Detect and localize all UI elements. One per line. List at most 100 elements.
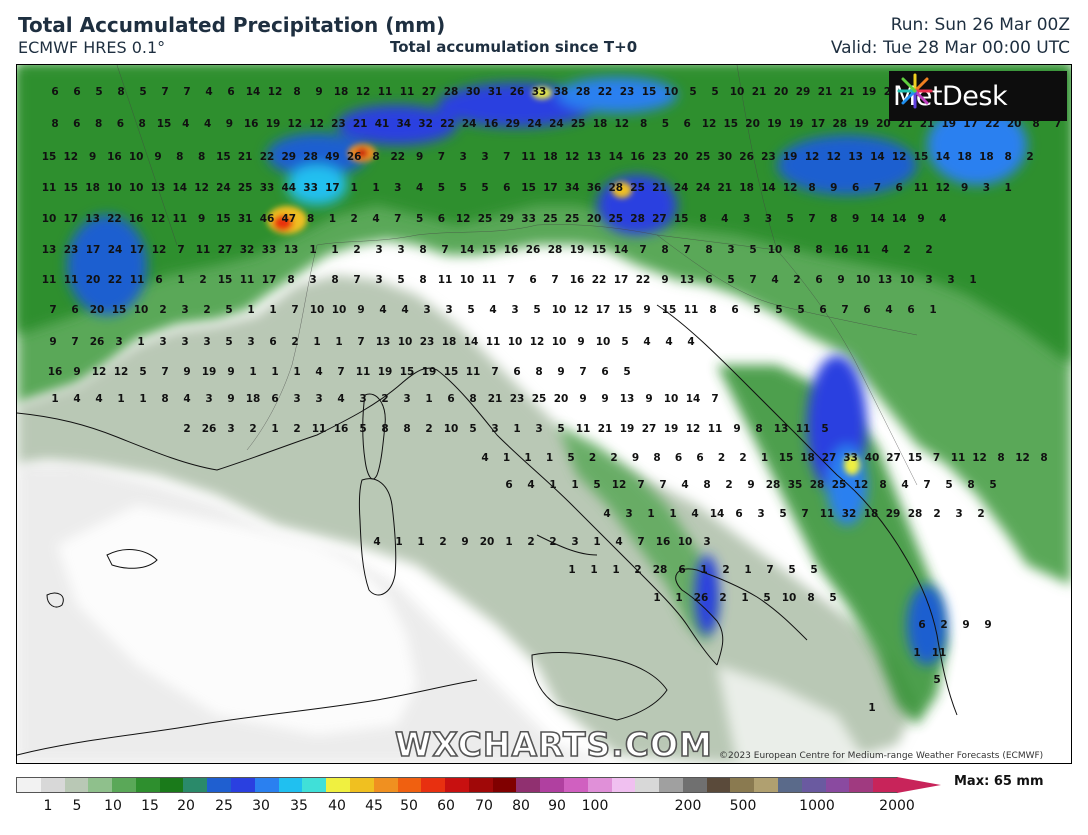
precip-value-label: 3 [983, 182, 990, 194]
precip-value-label: 11 [796, 423, 811, 435]
precip-value-label: 5 [779, 508, 786, 520]
color-swatch [778, 778, 802, 792]
precip-value-label: 15 [218, 274, 233, 286]
precip-value-label: 10 [332, 304, 347, 316]
precip-value-label: 11 [356, 366, 371, 378]
precip-value-label: 1 [247, 304, 254, 316]
precip-value-label: 18 [739, 182, 754, 194]
precip-value-label: 11 [820, 508, 835, 520]
precip-value-label: 2 [353, 244, 360, 256]
precip-value-label: 28 [908, 508, 923, 520]
precip-value-label: 1 [139, 393, 146, 405]
precip-value-label: 15 [908, 452, 923, 464]
color-swatch [135, 778, 160, 792]
precip-value-label: 14 [710, 508, 725, 520]
precip-value-label: 25 [696, 151, 711, 163]
precip-value-label: 6 [731, 304, 738, 316]
precip-value-label: 3 [375, 274, 382, 286]
precip-value-label: 2 [549, 536, 556, 548]
precip-value-label: 13 [587, 151, 602, 163]
precip-value-label: 9 [227, 366, 234, 378]
precip-value-label: 3 [765, 213, 772, 225]
precip-value-label: 35 [788, 479, 803, 491]
precip-value-label: 1 [653, 592, 660, 604]
precipitation-map[interactable]: 6 6 5 8 5 7 7 4 6 14 12 8 9 18 12 11 11 27 28 30 31 26 33 38 28 2… [16, 64, 1072, 764]
precip-value-label: 12 [194, 182, 209, 194]
precip-value-label: 3 [315, 393, 322, 405]
precip-value-label: 9 [747, 479, 754, 491]
precip-value-label: 12 [114, 366, 129, 378]
precip-value-label: 9 [557, 366, 564, 378]
precip-value-label: 3 [375, 244, 382, 256]
precip-value-label: 3 [403, 393, 410, 405]
precip-value-label: 9 [183, 366, 190, 378]
precip-value-label: 11 [856, 244, 871, 256]
precip-value-label: 11 [312, 423, 327, 435]
precip-value-label: 14 [761, 182, 776, 194]
precip-value-label: 9 [852, 213, 859, 225]
precip-value-label: 7 [683, 244, 690, 256]
precip-value-label: 19 [767, 118, 782, 130]
precip-value-label: 1 [590, 564, 597, 576]
precip-value-label: 12 [614, 118, 629, 130]
precip-value-label: 1 [669, 508, 676, 520]
precip-value-label: 3 [397, 244, 404, 256]
precip-value-label: 8 [95, 118, 102, 130]
precip-value-label: 25 [565, 213, 580, 225]
color-swatch [730, 778, 755, 792]
precip-value-label: 5 [775, 304, 782, 316]
precip-value-label: 1 [51, 393, 58, 405]
color-scale-tick: 500 [729, 798, 757, 814]
precip-value-label: 22 [108, 274, 123, 286]
precip-value-label: 5 [225, 336, 232, 348]
precip-value-label: 2 [293, 423, 300, 435]
precip-value-label: 12 [565, 151, 580, 163]
precip-value-label: 1 [351, 182, 358, 194]
color-scale-tick: 40 [328, 798, 346, 814]
color-scale-tick: 200 [674, 798, 702, 814]
precip-value-label: 12 [356, 86, 371, 98]
precip-value-label: 6 [513, 366, 520, 378]
precip-value-label: 5 [467, 304, 474, 316]
coastlines [17, 304, 958, 756]
precip-value-label: 12 [268, 86, 283, 98]
precip-value-label: 8 [307, 213, 314, 225]
precip-value-label: 4 [315, 366, 322, 378]
precip-value-label: 5 [989, 479, 996, 491]
precip-value-label: 10 [782, 592, 797, 604]
precip-value-label: 24 [462, 118, 477, 130]
precip-value-label: 11 [42, 274, 57, 286]
precip-value-label: 5 [787, 213, 794, 225]
color-scale-tick: 15 [141, 798, 159, 814]
color-swatch [254, 778, 279, 792]
precip-value-label: 7 [441, 244, 448, 256]
precip-value-label: 23 [510, 393, 525, 405]
precip-value-label: 5 [225, 304, 232, 316]
precip-value-label: 2 [291, 336, 298, 348]
precip-value-label: 1 [503, 452, 510, 464]
max-value-label: Max: 65 mm [954, 774, 1044, 789]
precip-value-label: 1 [271, 423, 278, 435]
precip-value-label: 14 [935, 151, 950, 163]
precip-value-label: 8 [287, 274, 294, 286]
precip-value-label: 3 [757, 508, 764, 520]
precip-value-label: 3 [955, 508, 962, 520]
precip-value-label: 20 [1007, 118, 1022, 130]
precip-value-label: 10 [460, 274, 475, 286]
precip-value-label: 4 [527, 479, 534, 491]
precip-value-label: 33 [521, 213, 536, 225]
precip-value-label: 15 [521, 182, 536, 194]
precip-value-label: 8 [793, 244, 800, 256]
color-swatch [659, 778, 683, 792]
precip-value-label: 10 [856, 274, 871, 286]
precip-value-label: 23 [652, 151, 667, 163]
precip-value-label: 1 [513, 423, 520, 435]
precip-value-label: 22 [592, 274, 607, 286]
precip-value-label: 8 [653, 452, 660, 464]
precip-value-label: 3 [227, 423, 234, 435]
precip-value-label: 26 [202, 423, 217, 435]
precip-value-label: 29 [505, 118, 520, 130]
precip-value-label: 9 [733, 423, 740, 435]
precip-value-label: 25 [238, 182, 253, 194]
precip-value-label: 27 [218, 244, 233, 256]
